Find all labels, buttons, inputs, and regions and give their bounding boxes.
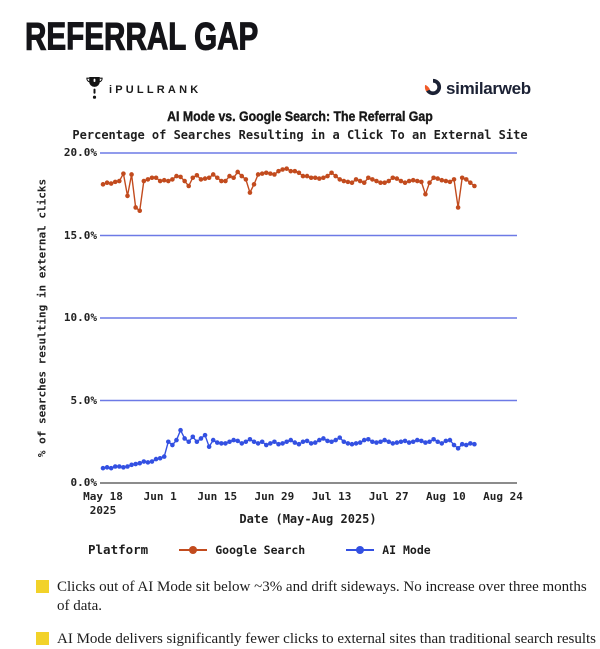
x-axis-title: Date (May-Aug 2025) xyxy=(239,512,377,526)
x-tick-label: Jul 13 xyxy=(311,490,352,503)
x-tick-label: Aug 24 xyxy=(483,490,523,503)
chart-subtitle: Percentage of Searches Resulting in a Cl… xyxy=(72,128,528,142)
logo-row: iPULLRANK similarweb xyxy=(0,76,600,102)
annotation-row: Clicks out of AI Mode sit below ~3% and … xyxy=(36,578,596,616)
annotations: Clicks out of AI Mode sit below ~3% and … xyxy=(36,578,596,649)
y-tick-label: 20.0% xyxy=(63,146,97,159)
legend-item-google-search: Google Search xyxy=(178,543,305,557)
similarweb-logo: similarweb xyxy=(424,78,531,100)
similarweb-icon xyxy=(424,78,442,100)
ai-mode-line-marker-icon xyxy=(346,545,375,554)
yellow-square-bullet-icon xyxy=(36,631,49,645)
series-ai-mode xyxy=(100,427,477,471)
chart-title: AI Mode vs. Google Search: The Referral … xyxy=(167,108,433,124)
annotation-text: Clicks out of AI Mode sit below ~3% and … xyxy=(57,579,587,614)
chart-legend: Platform Google Search AI Mode xyxy=(88,542,471,557)
legend-label-google-search: Google Search xyxy=(215,542,306,557)
legend-label-ai-mode: AI Mode xyxy=(382,542,431,557)
x-tick-label: May 18 2025 xyxy=(83,490,123,518)
yellow-square-bullet-icon xyxy=(36,580,49,593)
x-tick-label: Jun 29 xyxy=(254,490,295,503)
y-tick-label: 0.0% xyxy=(70,476,98,489)
page-title-text: REFERRAL GAP xyxy=(25,15,259,59)
x-tick-label: Jun 1 xyxy=(143,490,177,503)
ipullrank-wordmark: iPULLRANK xyxy=(109,84,202,96)
page-title: REFERRAL GAP xyxy=(25,15,324,59)
x-tick-label: Aug 10 xyxy=(425,490,466,503)
y-axis-title: % of searches resulting in external clic… xyxy=(35,178,49,458)
y-tick-label: 15.0% xyxy=(63,228,97,242)
trophy-icon xyxy=(86,76,103,104)
similarweb-wordmark: similarweb xyxy=(446,79,531,98)
x-tick-label: Jun 15 xyxy=(197,490,238,503)
ipullrank-logo: iPULLRANK xyxy=(86,76,201,104)
annotation-row: AI Mode delivers significantly fewer cli… xyxy=(36,630,596,649)
y-tick-label: 5.0% xyxy=(70,393,98,407)
x-tick-label: Jul 27 xyxy=(368,490,409,503)
legend-item-ai-mode: AI Mode xyxy=(345,542,431,557)
google-search-line-marker-icon xyxy=(179,545,208,554)
annotation-text: AI Mode delivers significantly fewer cli… xyxy=(57,630,596,647)
y-tick-label: 10.0% xyxy=(63,311,97,324)
legend-title: Platform xyxy=(88,542,149,557)
series-google-search xyxy=(100,166,477,214)
